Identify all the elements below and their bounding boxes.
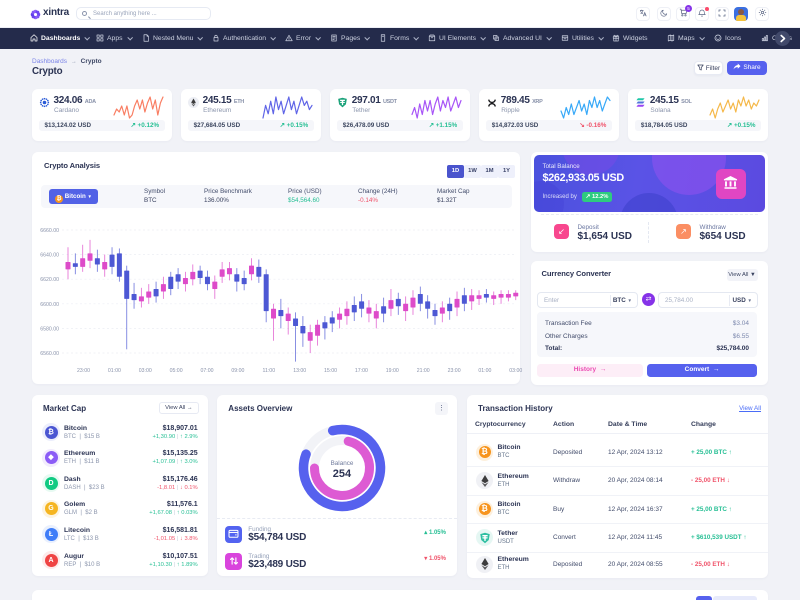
svg-text:6620.00: 6620.00 (40, 277, 59, 283)
svg-text:6640.00: 6640.00 (40, 253, 59, 259)
svg-text:23:00: 23:00 (448, 368, 461, 374)
svg-text:09:00: 09:00 (231, 368, 244, 374)
svg-text:21:00: 21:00 (417, 368, 430, 374)
svg-text:6580.00: 6580.00 (40, 326, 59, 332)
svg-text:6660.00: 6660.00 (40, 228, 59, 234)
svg-text:19:00: 19:00 (386, 368, 399, 374)
svg-text:03:00: 03:00 (509, 368, 522, 374)
svg-text:17:00: 17:00 (355, 368, 368, 374)
svg-text:11:00: 11:00 (262, 368, 275, 374)
svg-text:15:00: 15:00 (324, 368, 337, 374)
svg-text:6600.00: 6600.00 (40, 302, 59, 308)
svg-text:23:00: 23:00 (77, 368, 90, 374)
svg-text:6560.00: 6560.00 (40, 351, 59, 357)
svg-text:01:00: 01:00 (108, 368, 121, 374)
svg-text:07:00: 07:00 (201, 368, 214, 374)
svg-text:03:00: 03:00 (139, 368, 152, 374)
svg-text:05:00: 05:00 (170, 368, 183, 374)
svg-text:01:00: 01:00 (478, 368, 491, 374)
svg-text:13:00: 13:00 (293, 368, 306, 374)
